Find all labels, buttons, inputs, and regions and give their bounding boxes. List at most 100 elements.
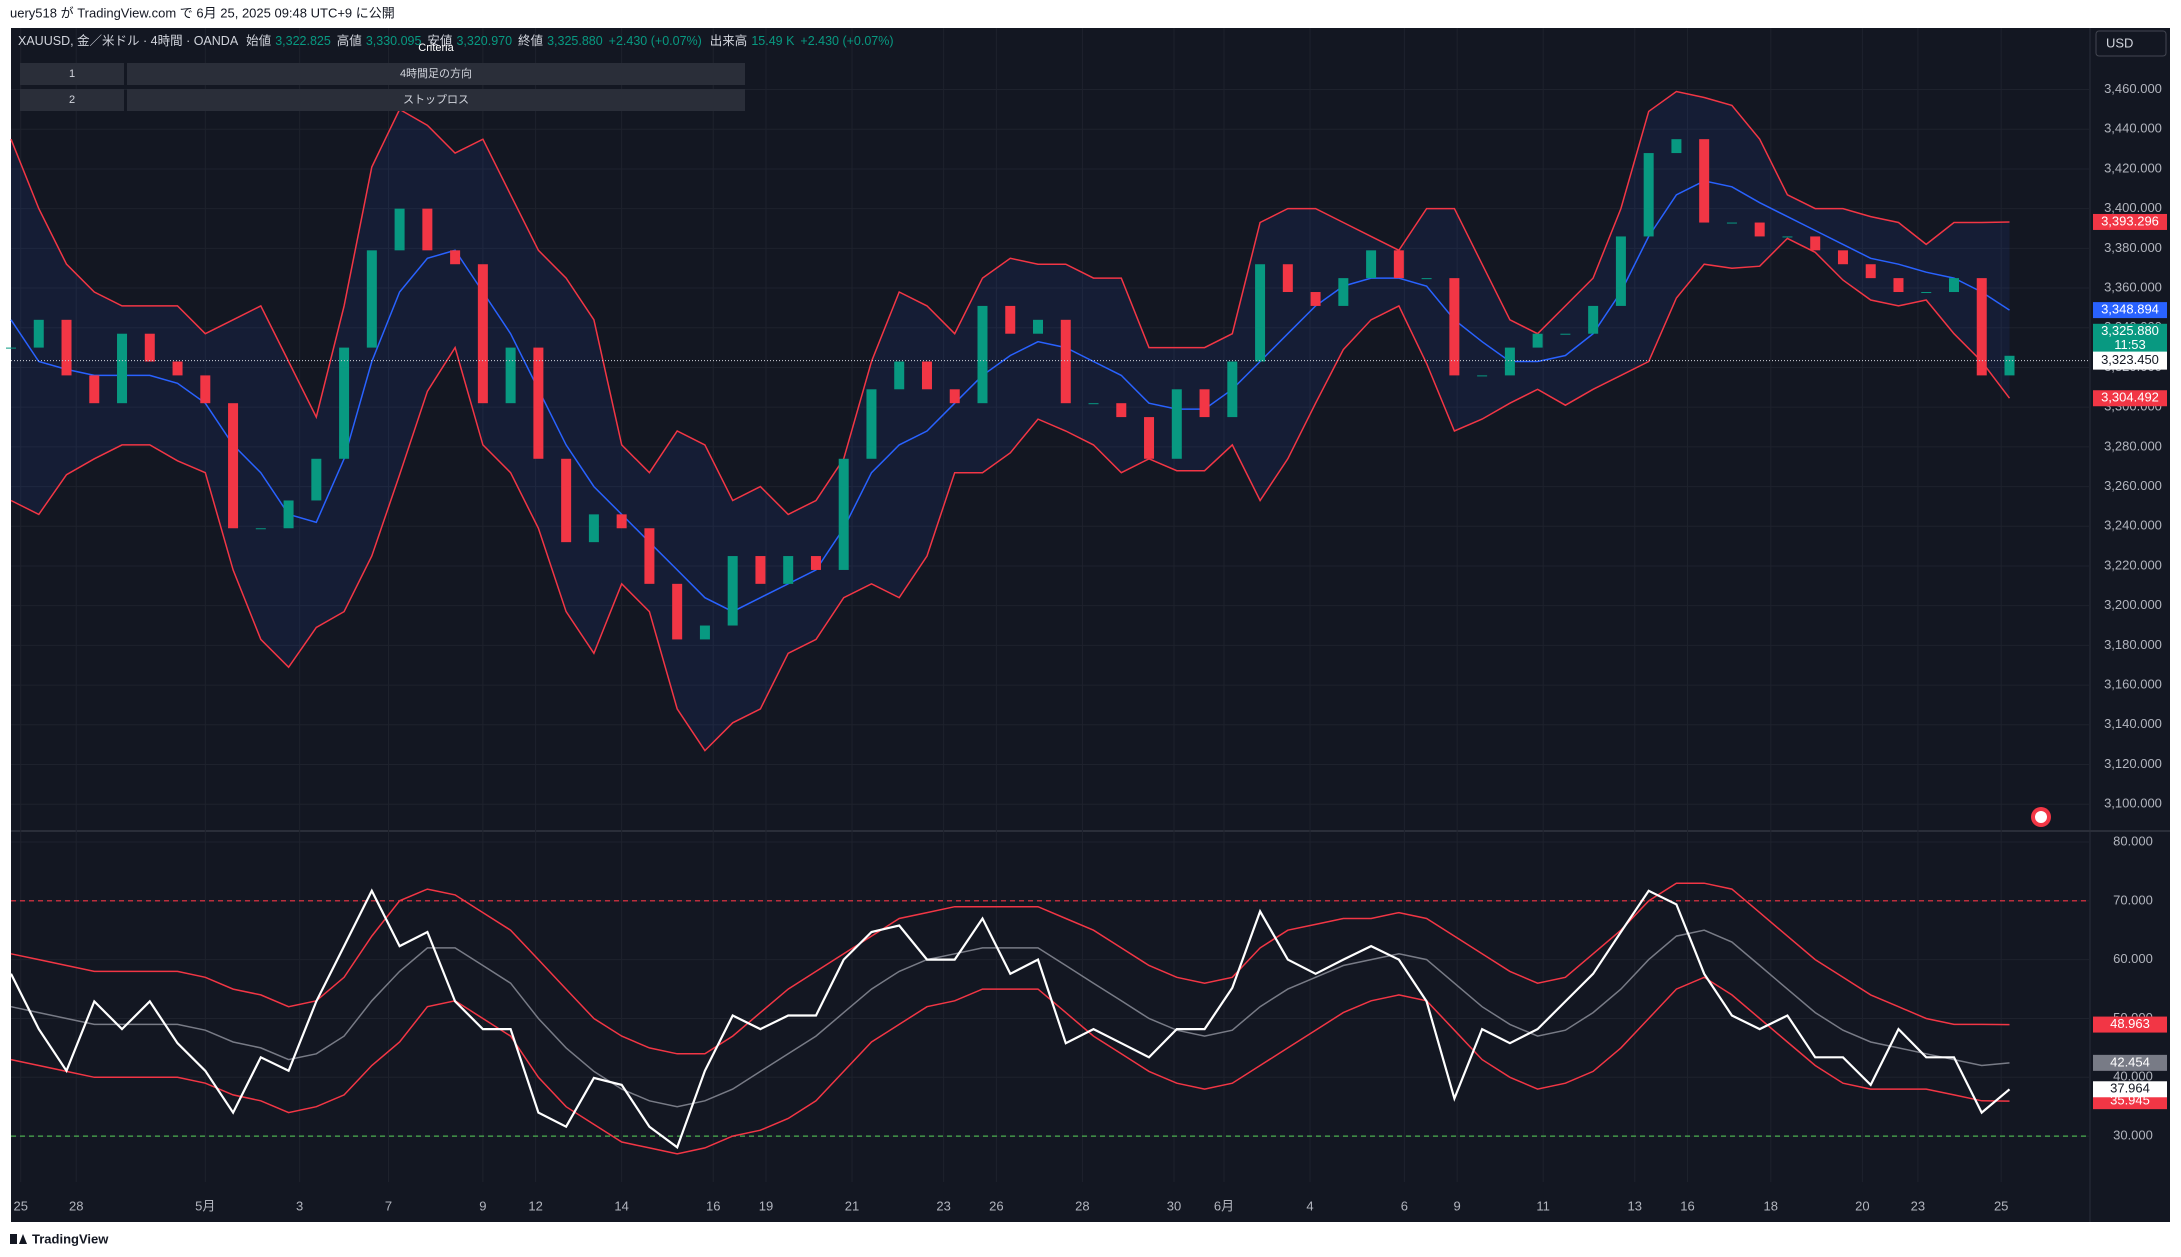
x-tick-label: 25 <box>1994 1198 2008 1213</box>
x-tick-label: 3 <box>296 1198 303 1213</box>
candle <box>394 208 405 251</box>
table-cell <box>20 89 124 111</box>
candle <box>1948 278 1959 293</box>
y-tick-label: 3,100.000 <box>2104 796 2162 811</box>
ohlc-value: 3,322.825 <box>275 34 331 48</box>
price-line-label: 3,323.450 <box>2101 352 2159 367</box>
candle <box>1171 389 1182 459</box>
candle <box>1088 403 1099 405</box>
candle <box>1310 292 1321 306</box>
ohlc-label: 終値 <box>518 33 543 48</box>
axis-value-label: 48.963 <box>2110 1016 2150 1031</box>
candle <box>1615 236 1626 306</box>
candle <box>1976 278 1987 376</box>
volume-value: 15.49 K <box>751 34 795 48</box>
candle <box>255 528 266 530</box>
band-line <box>10 237 2011 752</box>
candle <box>228 403 239 529</box>
logo-part <box>19 1234 27 1244</box>
band-line <box>10 976 2010 1155</box>
x-tick-label: 30 <box>1167 1198 1181 1213</box>
candle <box>921 361 932 390</box>
legend: XAUUSD, 金／米ドル · 4時間 · OANDA 始値 3,322.825 高値… <box>18 33 894 48</box>
candle <box>1560 333 1571 335</box>
legend-line: XAUUSD, 金／米ドル · 4時間 · OANDA 始値 3,322.825 高値… <box>18 33 894 48</box>
x-tick-label: 11 <box>1536 1198 1550 1213</box>
x-tick-label: 4 <box>1306 1198 1313 1213</box>
candle <box>1116 403 1127 418</box>
candle <box>6 347 16 349</box>
x-tick-label: 6月 <box>1214 1198 1234 1213</box>
event-marker-inner[interactable] <box>2035 811 2047 823</box>
event-icon[interactable] <box>2031 807 2051 827</box>
candle <box>1033 319 1044 334</box>
x-tick-label: 28 <box>1075 1198 1089 1213</box>
candle <box>33 319 44 348</box>
axis-value-label: 3,348.894 <box>2101 302 2159 317</box>
x-tick-label: 25 <box>13 1198 27 1213</box>
volume-change: +2.430 (+0.07%) <box>800 34 893 48</box>
x-tick-label: 16 <box>1680 1198 1694 1213</box>
x-tick-label: 13 <box>1628 1198 1642 1213</box>
axis-value-label: 3,304.492 <box>2101 390 2159 405</box>
volume-label: 出来高 <box>710 33 748 48</box>
currency-button[interactable]: USD <box>2095 30 2167 57</box>
candle <box>89 375 100 404</box>
ohlc-value: 3,325.880 <box>547 34 603 48</box>
candle <box>1893 278 1904 293</box>
axis-value-box <box>2093 1054 2167 1071</box>
table-cell-text: 4時間足の方向 <box>400 66 472 80</box>
candle <box>422 208 433 251</box>
currency-button-frame[interactable] <box>2095 30 2167 57</box>
candle <box>949 389 960 404</box>
axis-value-label: 42.454 <box>2110 1054 2150 1069</box>
candle <box>311 458 322 501</box>
x-tick-label: 26 <box>989 1198 1003 1213</box>
last-price-box <box>2093 323 2167 354</box>
candle <box>672 583 683 640</box>
x-tick-label: 9 <box>1454 1198 1461 1213</box>
logo-part <box>10 1234 17 1244</box>
candle <box>1421 278 1432 280</box>
x-tick-label: 12 <box>528 1198 542 1213</box>
y-tick-label: 3,120.000 <box>2104 756 2162 771</box>
candle <box>1504 347 1515 376</box>
candle <box>1227 361 1238 418</box>
candle <box>866 389 877 459</box>
y-tick-label: 3,200.000 <box>2104 597 2162 612</box>
candle <box>1865 264 1876 279</box>
candle <box>1338 278 1349 306</box>
plot: 25 28 5月 3 7 9 12 14 16 19 21 23 26 28 30 6月 4 6 9 11 13 16 18… <box>6 28 2167 1213</box>
candle <box>727 556 738 626</box>
publish-header: uery518 が TradingView.com で 6月 25, 2025 … <box>10 5 395 20</box>
candle <box>283 500 294 529</box>
candle <box>783 556 794 584</box>
candle <box>200 375 211 404</box>
candle <box>977 305 988 404</box>
y-tick-label: 80.000 <box>2113 833 2153 848</box>
candle <box>1671 139 1682 154</box>
x-tick-label: 6 <box>1401 1198 1408 1213</box>
x-tick-label: 23 <box>1911 1198 1925 1213</box>
price-line-box <box>2093 351 2167 370</box>
candle <box>1588 305 1599 334</box>
table-cell-text: 1 <box>69 68 75 80</box>
y-tick-label: 60.000 <box>2113 951 2153 966</box>
table-cell <box>127 63 745 85</box>
symbol: XAUUSD, 金／米ドル · 4時間 · OANDA <box>18 33 239 48</box>
candle <box>894 361 905 390</box>
table-cell <box>127 89 745 111</box>
x-tick-label: 23 <box>936 1198 950 1213</box>
x-tick-label: 28 <box>69 1198 83 1213</box>
candle <box>1477 375 1488 377</box>
candle <box>644 528 655 584</box>
criteria-table: Criteria 1 4時間足の方向 2 ストップロス <box>20 42 745 111</box>
x-tick-label: 20 <box>1855 1198 1869 1213</box>
ohlc-label: 始値 <box>246 33 271 48</box>
y-tick-label: 3,220.000 <box>2104 557 2162 572</box>
currency-button-label[interactable]: USD <box>2106 35 2133 50</box>
axis-value-box <box>2093 1016 2167 1033</box>
axis-value-box <box>2093 213 2167 230</box>
y-tick-label: 3,160.000 <box>2104 677 2162 692</box>
